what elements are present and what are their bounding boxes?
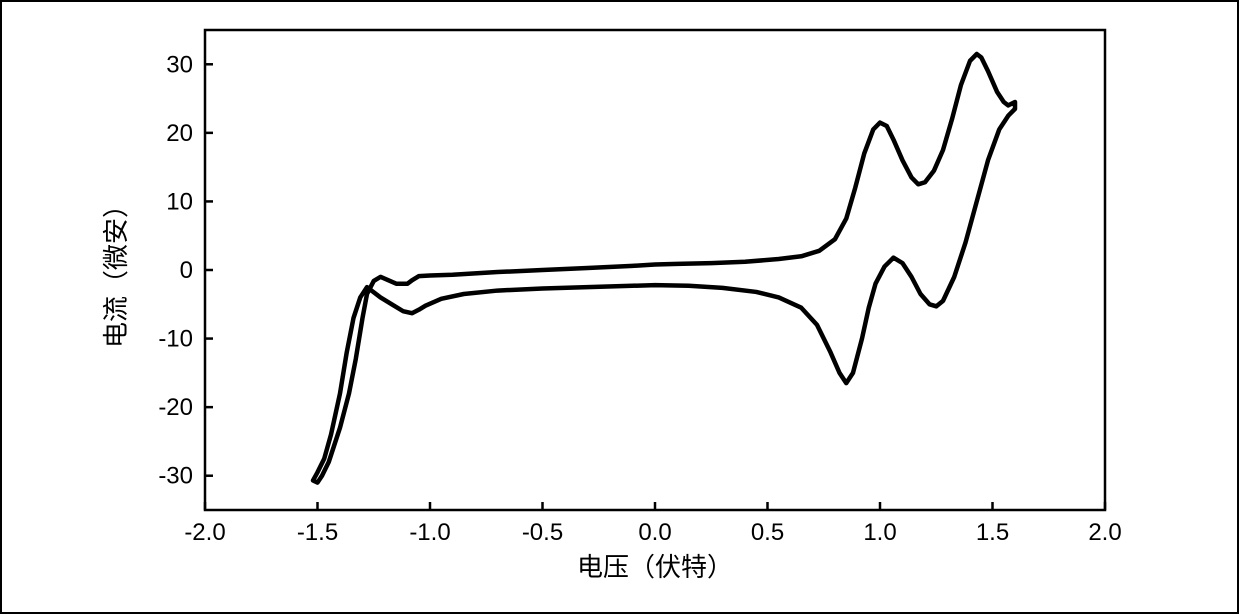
y-tick-label: -10: [158, 326, 193, 353]
chart-container: -2.0 -1.5 -1.0 -0.5 0.0 0.5 1.0 1.5 2.0 -30 -20 -10…: [0, 0, 1239, 614]
y-tick-label: -30: [158, 463, 193, 490]
x-tick-label: -1.0: [409, 519, 450, 546]
y-tick-label: -20: [158, 394, 193, 421]
y-tick-label: 10: [166, 188, 193, 215]
cv-chart: -2.0 -1.5 -1.0 -0.5 0.0 0.5 1.0 1.5 2.0 -30 -20 -10…: [0, 0, 1239, 614]
y-tick-label: 20: [166, 120, 193, 147]
x-tick-label: -0.5: [522, 519, 563, 546]
x-tick-label: 1.5: [976, 519, 1009, 546]
x-tick-label: 2.0: [1088, 519, 1121, 546]
y-tick-label: 0: [180, 257, 193, 284]
x-tick-label: -1.5: [297, 519, 338, 546]
x-axis-title: 电压（伏特）: [577, 553, 733, 582]
x-tick-label: 0.5: [751, 519, 784, 546]
y-tick-label: 30: [166, 51, 193, 78]
x-tick-label: 0.0: [638, 519, 671, 546]
x-tick-label: 1.0: [863, 519, 896, 546]
y-axis-title: 电流（微安）: [102, 192, 131, 348]
x-tick-label: -2.0: [184, 519, 225, 546]
